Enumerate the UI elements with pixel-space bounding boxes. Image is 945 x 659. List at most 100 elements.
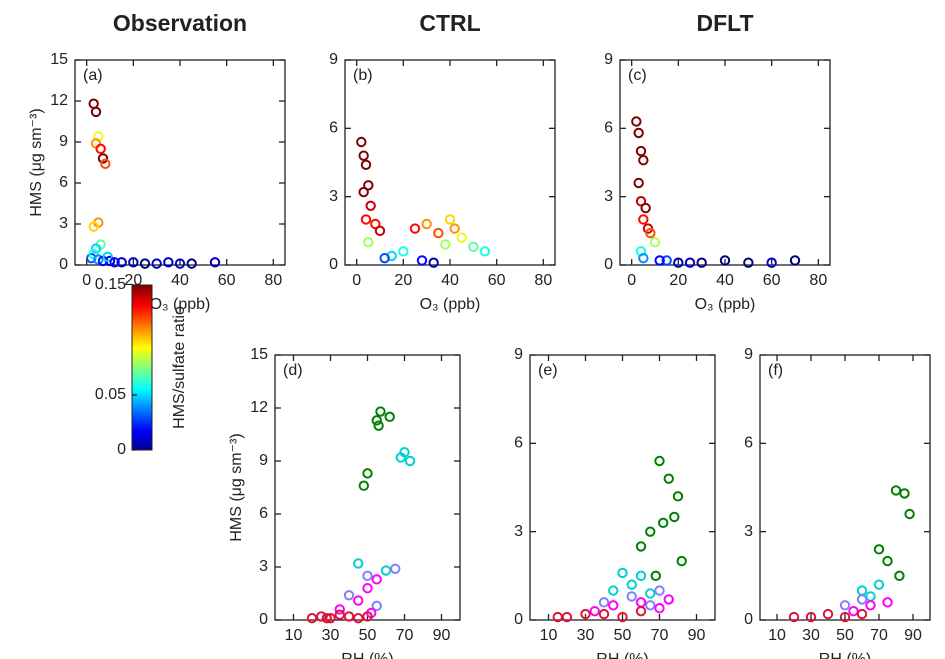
point [645, 588, 656, 599]
point [865, 600, 876, 611]
x-tick-label: 90 [904, 627, 922, 644]
y-tick-label: 12 [50, 92, 68, 109]
point [645, 526, 656, 537]
point [805, 611, 817, 623]
x-axis-label: O₃ (ppb) [420, 296, 481, 313]
y-tick-label: 0 [329, 256, 338, 273]
point [306, 613, 318, 624]
point [373, 420, 384, 431]
colorbar-tick-label: 0.15 [95, 276, 126, 293]
axes-box [759, 354, 931, 621]
point [363, 180, 374, 191]
panel-label: (f) [768, 362, 783, 379]
point [358, 150, 369, 161]
x-tick-label: 60 [218, 272, 236, 289]
x-tick-label: 0 [627, 272, 636, 289]
column-title: Observation [113, 10, 247, 36]
point [374, 225, 386, 237]
point [362, 611, 373, 622]
point [428, 257, 439, 268]
point [362, 583, 373, 594]
point [353, 595, 364, 606]
x-tick-label: 70 [396, 627, 414, 644]
y-tick-label: 6 [604, 120, 613, 137]
point [209, 257, 221, 268]
point [617, 567, 628, 579]
point [856, 594, 868, 605]
point [433, 227, 444, 239]
point [561, 611, 573, 623]
point [151, 258, 162, 269]
point [654, 603, 665, 614]
point [353, 613, 364, 624]
point [865, 591, 876, 602]
point [822, 608, 834, 620]
point [663, 594, 674, 605]
point [645, 600, 656, 611]
x-tick-label: 30 [322, 627, 340, 644]
x-tick-label: 90 [433, 627, 451, 644]
column-title: DFLT [696, 10, 753, 36]
point [696, 257, 707, 268]
column-title: CTRL [419, 10, 480, 36]
point [88, 98, 99, 109]
point [580, 608, 591, 620]
x-tick-label: 30 [577, 627, 595, 644]
y-tick-label: 0 [514, 611, 523, 628]
point [90, 243, 102, 254]
x-axis-label: RH (%) [596, 651, 648, 659]
point [321, 613, 332, 624]
point [362, 570, 373, 582]
point [635, 597, 647, 608]
point [635, 605, 647, 617]
point [174, 258, 186, 269]
panel-label: (d) [283, 362, 303, 379]
colorbar-tick-label: 0 [117, 441, 126, 458]
point [365, 200, 376, 211]
point [371, 574, 382, 585]
x-tick-label: 30 [802, 627, 820, 644]
point [894, 570, 905, 582]
point [856, 585, 868, 596]
point [743, 257, 754, 268]
point [375, 406, 386, 417]
point [673, 257, 684, 268]
x-tick-label: 10 [768, 627, 786, 644]
point [684, 257, 696, 268]
x-tick-label: 20 [394, 272, 412, 289]
point [658, 517, 669, 529]
point [334, 609, 345, 620]
x-tick-label: 40 [171, 272, 189, 289]
point [904, 508, 915, 520]
point [390, 563, 401, 574]
point [163, 257, 174, 268]
point [421, 218, 432, 230]
point [395, 452, 406, 463]
x-tick-label: 40 [441, 272, 459, 289]
point [116, 257, 127, 268]
point [663, 473, 674, 484]
point [608, 585, 619, 596]
point [598, 608, 610, 620]
point [416, 255, 428, 266]
x-tick-label: 40 [716, 272, 734, 289]
point [635, 570, 647, 582]
y-tick-label: 3 [514, 523, 523, 540]
x-tick-label: 80 [809, 272, 827, 289]
x-tick-label: 0 [352, 272, 361, 289]
y-tick-label: 9 [329, 51, 338, 68]
y-tick-label: 9 [514, 346, 523, 363]
point [186, 258, 197, 269]
x-axis-label: RH (%) [341, 651, 393, 659]
axes-box [74, 59, 286, 266]
point [109, 257, 120, 268]
point [358, 480, 369, 491]
point [672, 491, 684, 502]
y-tick-label: 3 [59, 215, 68, 232]
point [654, 585, 665, 596]
point [456, 232, 467, 243]
point [90, 106, 102, 118]
colorbar-label: HMS/sulfate ratio [171, 306, 188, 429]
point [899, 488, 910, 499]
